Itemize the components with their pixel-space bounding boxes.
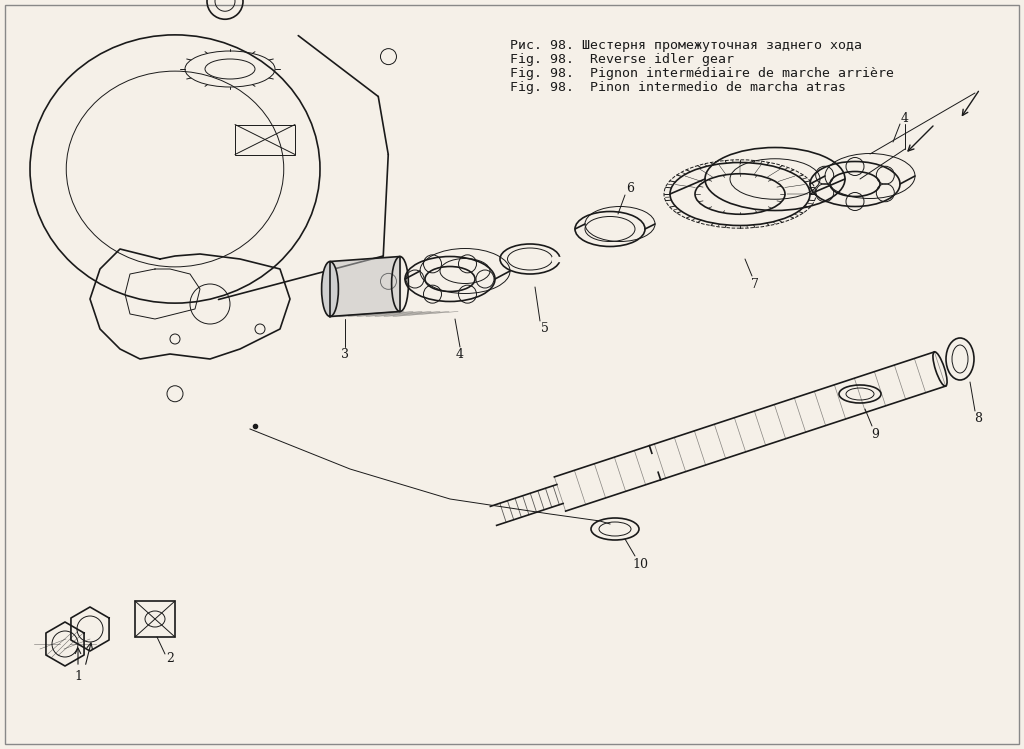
Text: 7: 7 — [751, 277, 759, 291]
Text: 6: 6 — [626, 183, 634, 195]
Text: Рис. 98. Шестерня промежуточная заднего хода: Рис. 98. Шестерня промежуточная заднего … — [510, 39, 862, 52]
Text: 4: 4 — [456, 348, 464, 360]
Text: Fig. 98.  Reverse idler gear: Fig. 98. Reverse idler gear — [510, 53, 734, 66]
Text: 2: 2 — [166, 652, 174, 666]
Ellipse shape — [322, 261, 338, 317]
Text: Fig. 98.  Pignon intermédiaire de marche arrière: Fig. 98. Pignon intermédiaire de marche … — [510, 67, 894, 80]
Text: 8: 8 — [974, 413, 982, 425]
Text: 4: 4 — [901, 112, 909, 126]
Text: 9: 9 — [871, 428, 879, 440]
Text: 5: 5 — [541, 323, 549, 336]
Text: Fig. 98.  Pinon intermedio de marcha atras: Fig. 98. Pinon intermedio de marcha atra… — [510, 81, 846, 94]
Text: 3: 3 — [341, 348, 349, 360]
Text: 1: 1 — [74, 670, 82, 684]
Text: 10: 10 — [632, 557, 648, 571]
